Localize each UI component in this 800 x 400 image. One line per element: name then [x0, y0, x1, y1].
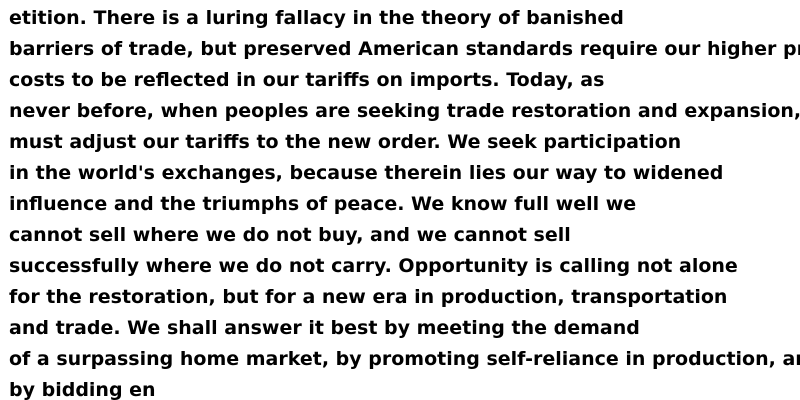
text-line: must adjust our tariffs to the new order…: [9, 131, 682, 153]
text-line: influence and the triumphs of peace. We …: [9, 193, 637, 215]
text-line: by bidding en: [9, 379, 156, 400]
text-line: never before, when peoples are seeking t…: [9, 100, 800, 122]
text-body: etition. There is a luring fallacy in th…: [9, 3, 800, 400]
text-line: cannot sell where we do not buy, and we …: [9, 224, 571, 246]
text-line: of a surpassing home market, by promotin…: [9, 348, 800, 370]
text-line: successfully where we do not carry. Oppo…: [9, 255, 738, 277]
text-line: and trade. We shall answer it best by me…: [9, 317, 640, 339]
text-line: barriers of trade, but preserved America…: [9, 38, 800, 60]
text-line: for the restoration, but for a new era i…: [9, 286, 728, 308]
text-line: etition. There is a luring fallacy in th…: [9, 7, 624, 29]
text-line: costs to be reflected in our tariffs on …: [9, 69, 605, 91]
text-line: in the world's exchanges, because therei…: [9, 162, 724, 184]
